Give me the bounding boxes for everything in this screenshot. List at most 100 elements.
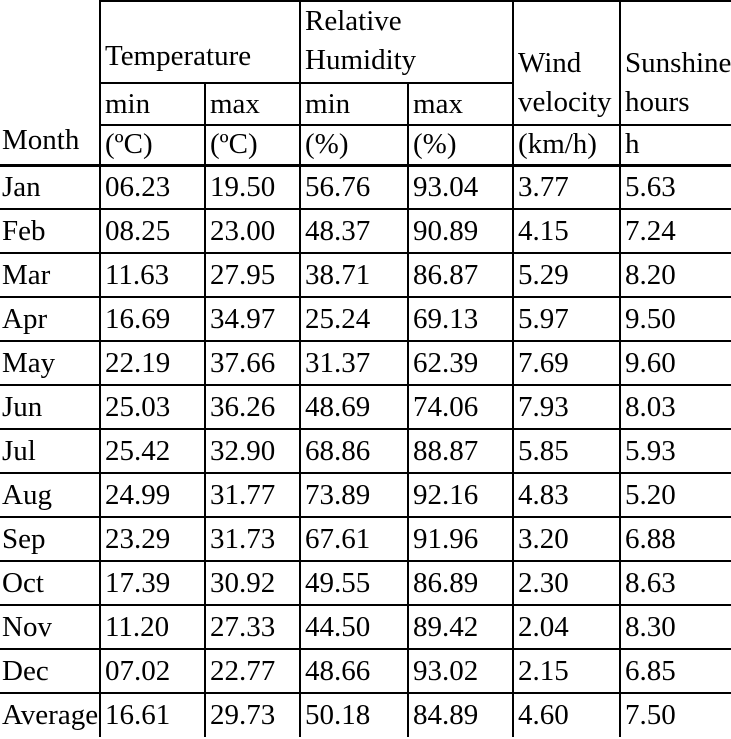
header-wind-velocity-line2: velocity <box>518 86 612 118</box>
header-hum-min: min <box>300 83 410 126</box>
temp-max-cell: 37.66 <box>205 341 302 386</box>
unit-hum-max: (%) <box>408 125 515 167</box>
temp-max-cell: 19.50 <box>205 165 302 210</box>
header-temperature: Temperature <box>100 0 302 84</box>
temp-min-cell: 25.42 <box>100 429 206 474</box>
table-body: Jan 06.23 19.50 56.76 93.04 3.77 5.63 Feb 08.25 2… <box>0 165 731 737</box>
temp-min-cell: 08.25 <box>100 209 206 254</box>
temp-max-cell: 31.73 <box>205 517 302 562</box>
header-sunshine-hours: Sunshine hours <box>620 0 731 126</box>
wind-cell: 2.15 <box>513 649 622 694</box>
temp-max-cell: 32.90 <box>205 429 302 474</box>
hum-min-cell: 44.50 <box>300 605 410 650</box>
month-cell: Jul <box>0 429 101 474</box>
table-row: Jan 06.23 19.50 56.76 93.04 3.77 5.63 <box>0 165 731 210</box>
temp-max-cell: 31.77 <box>205 473 302 518</box>
hum-max-cell: 69.13 <box>408 297 515 342</box>
header-relative-humidity: Relative Humidity <box>300 0 515 84</box>
sunshine-cell: 9.60 <box>620 341 731 386</box>
unit-temp-max: (ºC) <box>205 125 302 167</box>
hum-min-cell: 67.61 <box>300 517 410 562</box>
sunshine-cell: 5.93 <box>620 429 731 474</box>
hum-max-cell: 88.87 <box>408 429 515 474</box>
sunshine-cell: 5.20 <box>620 473 731 518</box>
header-hum-max: max <box>408 83 515 126</box>
temp-min-cell: 06.23 <box>100 165 206 210</box>
hum-min-cell: 31.37 <box>300 341 410 386</box>
header-month: Month <box>0 1 101 167</box>
month-cell: Dec <box>0 649 101 694</box>
hum-min-cell: 48.66 <box>300 649 410 694</box>
temp-min-cell: 23.29 <box>100 517 206 562</box>
unit-hum-min: (%) <box>300 125 410 167</box>
unit-sunshine: h <box>620 125 731 167</box>
temp-min-cell: 17.39 <box>100 561 206 606</box>
sunshine-cell: 8.63 <box>620 561 731 606</box>
wind-cell: 7.93 <box>513 385 622 430</box>
table-header: Month Temperature Relative Humidity Wind… <box>0 0 731 167</box>
hum-min-cell: 73.89 <box>300 473 410 518</box>
month-cell: Sep <box>0 517 101 562</box>
header-wind-velocity-line1: Wind <box>518 47 582 79</box>
sunshine-cell: 7.50 <box>625 699 676 731</box>
wind-cell: 3.20 <box>513 517 622 562</box>
temp-max-cell: 27.33 <box>205 605 302 650</box>
month-cell: Nov <box>0 605 101 650</box>
month-cell: Oct <box>0 561 101 606</box>
table-row: Oct 17.39 30.92 49.55 86.89 2.30 8.63 <box>0 561 731 606</box>
table-row: Nov 11.20 27.33 44.50 89.42 2.04 8.30 <box>0 605 731 650</box>
wind-cell: 4.60 <box>513 693 622 737</box>
temp-min-cell: 16.61 <box>100 693 206 737</box>
sunshine-cell: 7.24 <box>620 209 731 254</box>
temp-max-cell: 29.73 <box>205 693 302 737</box>
unit-wind: (km/h) <box>513 125 622 167</box>
header-sunshine-hours-line1: Sunshine <box>625 47 731 79</box>
table-row: Jul 25.42 32.90 68.86 88.87 5.85 5.93 <box>0 429 731 474</box>
temp-max-cell: 36.26 <box>205 385 302 430</box>
sunshine-cell: 5.63 <box>620 165 731 210</box>
hum-min-cell: 56.76 <box>300 165 410 210</box>
temp-min-cell: 25.03 <box>100 385 206 430</box>
temp-min-cell: 22.19 <box>100 341 206 386</box>
hum-max-cell: 90.89 <box>408 209 515 254</box>
temp-min-cell: 11.63 <box>100 253 206 298</box>
hum-max-cell: 74.06 <box>408 385 515 430</box>
header-relative-humidity-line1: Relative <box>305 5 402 37</box>
temp-min-cell: 11.20 <box>100 605 206 650</box>
wind-cell: 7.69 <box>513 341 622 386</box>
table-row: Sep 23.29 31.73 67.61 91.96 3.20 6.88 <box>0 517 731 562</box>
wind-cell: 4.15 <box>513 209 622 254</box>
sunshine-cell: 6.88 <box>620 517 731 562</box>
sunshine-cell: 6.85 <box>620 649 731 694</box>
table-row: Apr 16.69 34.97 25.24 69.13 5.97 9.50 <box>0 297 731 342</box>
header-temp-min: min <box>100 83 206 126</box>
month-cell: May <box>0 341 101 386</box>
table-row: Mar 11.63 27.95 38.71 86.87 5.29 8.20 <box>0 253 731 298</box>
wind-cell: 2.04 <box>513 605 622 650</box>
hum-min-cell: 48.37 <box>300 209 410 254</box>
temp-min-cell: 07.02 <box>100 649 206 694</box>
sunshine-cell: 9.50 <box>620 297 731 342</box>
wind-cell: 3.77 <box>513 165 622 210</box>
temp-min-cell: 16.69 <box>100 297 206 342</box>
hum-min-cell: 48.69 <box>300 385 410 430</box>
header-row-groups: Month Temperature Relative Humidity Wind… <box>0 0 731 167</box>
month-cell: Aug <box>0 473 101 518</box>
hum-min-cell: 49.55 <box>300 561 410 606</box>
table-row: Jun 25.03 36.26 48.69 74.06 7.93 8.03 <box>0 385 731 430</box>
month-cell: Apr <box>0 297 101 342</box>
table-row: Aug 24.99 31.77 73.89 92.16 4.83 5.20 <box>0 473 731 518</box>
unit-temp-min: (ºC) <box>100 125 206 167</box>
temp-max-cell: 30.92 <box>205 561 302 606</box>
hum-max-cell: 62.39 <box>408 341 515 386</box>
hum-max-cell: 93.04 <box>408 165 515 210</box>
hum-min-cell: 68.86 <box>300 429 410 474</box>
hum-max-cell: 86.87 <box>408 253 515 298</box>
header-row-units: (ºC) (ºC) (%) (%) (km/h) h <box>0 125 731 167</box>
wind-cell: 5.85 <box>513 429 622 474</box>
wind-cell: 2.30 <box>513 561 622 606</box>
table-row: Dec 07.02 22.77 48.66 93.02 2.15 6.85 <box>0 649 731 694</box>
month-cell: Feb <box>0 209 101 254</box>
